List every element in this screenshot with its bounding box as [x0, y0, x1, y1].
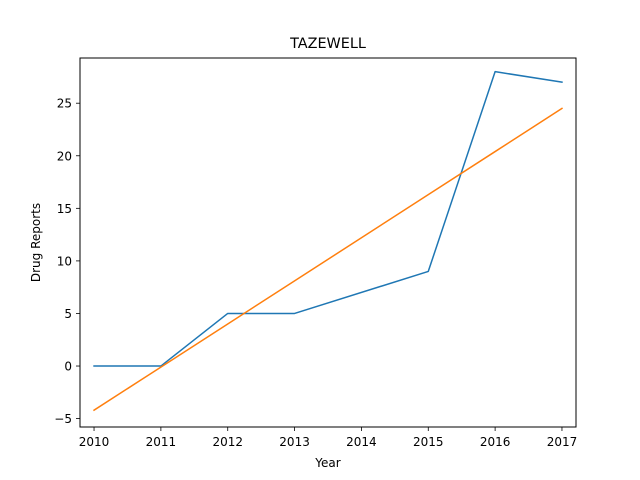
y-tick-label: 15 — [57, 202, 72, 216]
y-tick-label: 25 — [57, 97, 72, 111]
plot-area-frame — [79, 57, 577, 428]
y-tick-label: −5 — [54, 412, 72, 426]
x-tick-label: 2014 — [346, 435, 377, 449]
x-tick-label: 2015 — [413, 435, 444, 449]
series-line-2 — [93, 107, 563, 412]
x-axis-title: Year — [314, 456, 340, 470]
x-tick-label: 2011 — [146, 435, 177, 449]
series-line-1 — [93, 70, 563, 367]
y-tick-label: 0 — [64, 360, 72, 374]
y-tick-label: 5 — [64, 307, 72, 321]
series-layer — [93, 70, 563, 412]
ticks-layer: 2010 2011 2012 2013 2014 2015 2016 2017 −5 0 5 10 15… — [54, 97, 577, 449]
y-axis-title: Drug Reports — [29, 203, 43, 282]
y-tick-label: 20 — [57, 149, 72, 163]
x-tick-label: 2010 — [79, 435, 110, 449]
x-tick-label: 2013 — [279, 435, 310, 449]
x-tick-label: 2012 — [212, 435, 243, 449]
chart-title: TAZEWELL — [289, 36, 366, 52]
x-tick-label: 2017 — [547, 435, 578, 449]
x-tick-label: 2016 — [480, 435, 511, 449]
y-tick-label: 10 — [57, 254, 72, 268]
